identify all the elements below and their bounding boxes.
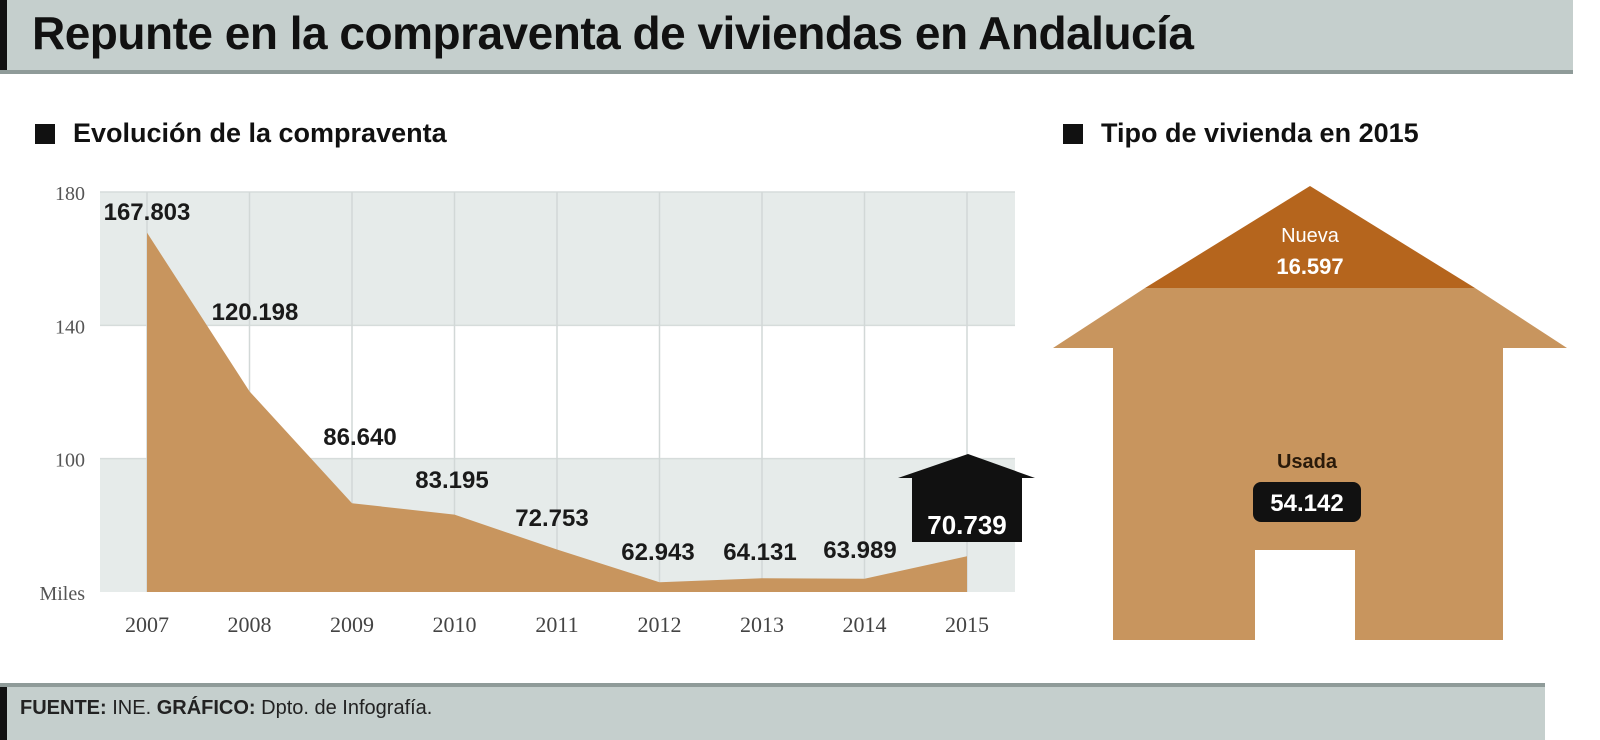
svg-text:2007: 2007 (125, 612, 169, 637)
nueva-value: 16.597 (1276, 254, 1343, 279)
page-title: Repunte en la compraventa de viviendas e… (32, 7, 1194, 59)
house-door (1255, 550, 1355, 640)
y-axis-labels: 180 140 100 Miles (39, 183, 85, 605)
roof-eaves (1053, 288, 1567, 348)
area-series (147, 232, 967, 592)
left-section-title-text: Evolución de la compraventa (73, 118, 447, 148)
svg-text:2012: 2012 (638, 612, 682, 637)
svg-text:120.198: 120.198 (212, 299, 299, 326)
right-section-title-text: Tipo de vivienda en 2015 (1101, 118, 1419, 148)
title-accent-bar (0, 0, 7, 70)
svg-text:180: 180 (55, 183, 85, 205)
data-labels: 167.803 120.198 86.640 83.195 72.753 62.943 64… (104, 199, 897, 566)
svg-text:2015: 2015 (945, 612, 989, 637)
svg-text:2011: 2011 (535, 612, 578, 637)
svg-text:86.640: 86.640 (323, 424, 396, 451)
square-bullet-icon (1063, 123, 1083, 144)
svg-text:70.739: 70.739 (927, 510, 1007, 540)
svg-text:64.131: 64.131 (723, 539, 796, 566)
usada-label: Usada (1277, 451, 1338, 473)
svg-text:2009: 2009 (330, 612, 374, 637)
footer-credits: FUENTE: INE. GRÁFICO: Dpto. de Infografí… (0, 683, 1545, 740)
usada-value-badge (1253, 482, 1361, 522)
nueva-label: Nueva (1281, 225, 1340, 247)
footer-text: FUENTE: INE. GRÁFICO: Dpto. de Infografí… (20, 697, 432, 720)
highlight-house-badge: 70.739 (898, 454, 1035, 542)
usada-value: 54.142 (1270, 490, 1343, 517)
svg-text:100: 100 (55, 450, 85, 472)
svg-text:63.989: 63.989 (823, 537, 896, 564)
svg-text:72.753: 72.753 (515, 505, 588, 532)
svg-text:Miles: Miles (39, 583, 85, 605)
x-axis-labels: 2007 2008 2009 2010 2011 2012 2013 2014 2015 (125, 612, 989, 637)
source-label: FUENTE: (20, 697, 107, 719)
source-value: INE. (106, 697, 157, 719)
roof-nueva-segment (1145, 186, 1475, 288)
svg-text:2013: 2013 (740, 612, 784, 637)
svg-text:2014: 2014 (843, 612, 887, 637)
left-section-title: Evolución de la compraventa (35, 118, 447, 149)
house-pictogram: Nueva 16.597 Usada 54.142 (1053, 186, 1567, 640)
square-bullet-icon (35, 123, 55, 144)
svg-text:140: 140 (55, 316, 85, 338)
title-bar: Repunte en la compraventa de viviendas e… (0, 0, 1573, 74)
graphic-value: Dpto. de Infografía. (255, 697, 433, 719)
graphic-label: GRÁFICO: (156, 697, 256, 719)
svg-text:167.803: 167.803 (104, 199, 191, 226)
svg-text:62.943: 62.943 (621, 539, 694, 566)
footer-accent-bar (0, 687, 7, 740)
svg-text:83.195: 83.195 (415, 467, 488, 494)
svg-text:2010: 2010 (433, 612, 477, 637)
svg-text:2008: 2008 (228, 612, 272, 637)
right-section-title: Tipo de vivienda en 2015 (1063, 118, 1419, 149)
